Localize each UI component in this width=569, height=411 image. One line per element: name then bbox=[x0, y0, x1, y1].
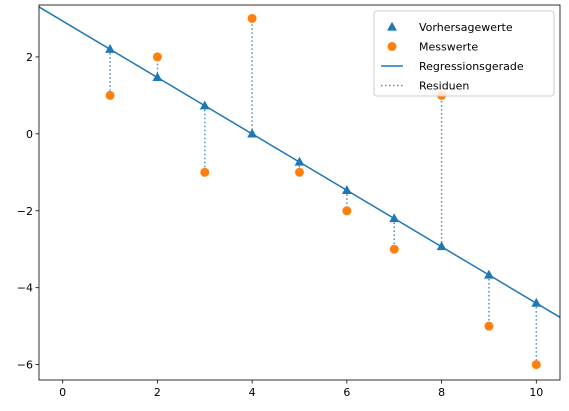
measured-marker bbox=[531, 360, 541, 370]
x-tick-label: 4 bbox=[249, 386, 256, 399]
measured-marker bbox=[389, 244, 399, 254]
predicted-marker bbox=[152, 72, 163, 81]
predicted-marker bbox=[199, 100, 210, 110]
measured-marker bbox=[484, 321, 494, 331]
legend-box bbox=[373, 10, 555, 97]
legend-label: Messwerte bbox=[419, 41, 478, 54]
y-tick-label: −6 bbox=[17, 359, 33, 372]
y-tick-label: −2 bbox=[17, 205, 33, 218]
x-tick-label: 8 bbox=[438, 386, 445, 399]
x-tick-label: 10 bbox=[529, 386, 543, 399]
measured-marker bbox=[200, 167, 210, 177]
predicted-marker bbox=[105, 44, 115, 53]
y-tick-label: −4 bbox=[17, 282, 33, 295]
predicted-marker bbox=[436, 241, 447, 251]
x-tick-label: 0 bbox=[59, 386, 66, 399]
x-axis: 0 2 4 6 8 10 bbox=[59, 380, 543, 399]
measured-marker bbox=[247, 13, 257, 23]
measured-marker bbox=[342, 206, 352, 216]
predicted-marker bbox=[341, 185, 352, 195]
legend-label: Regressionsgerade bbox=[419, 60, 524, 73]
x-tick-label: 6 bbox=[343, 386, 350, 399]
measured-marker bbox=[152, 52, 162, 62]
predicted-marker bbox=[389, 213, 400, 223]
legend-circle-icon bbox=[387, 42, 397, 51]
predicted-markers bbox=[105, 44, 542, 307]
legend-label: Residuen bbox=[419, 80, 469, 93]
y-tick-label: 0 bbox=[26, 128, 33, 141]
predicted-marker bbox=[531, 297, 542, 307]
measured-marker bbox=[105, 90, 115, 100]
y-axis: −6 −4 −2 0 2 bbox=[17, 51, 39, 372]
legend-label: Vorhersagewerte bbox=[419, 21, 513, 34]
plot-frame bbox=[38, 4, 561, 381]
legend: Vorhersagewerte Messwerte Regressionsgerad… bbox=[373, 10, 555, 97]
y-tick-label: 2 bbox=[26, 51, 33, 64]
predicted-marker bbox=[247, 128, 258, 138]
predicted-marker bbox=[484, 269, 494, 279]
x-tick-label: 2 bbox=[154, 386, 161, 399]
legend-triangle-icon bbox=[387, 21, 397, 31]
measured-marker bbox=[295, 167, 304, 177]
predicted-marker bbox=[294, 156, 305, 166]
